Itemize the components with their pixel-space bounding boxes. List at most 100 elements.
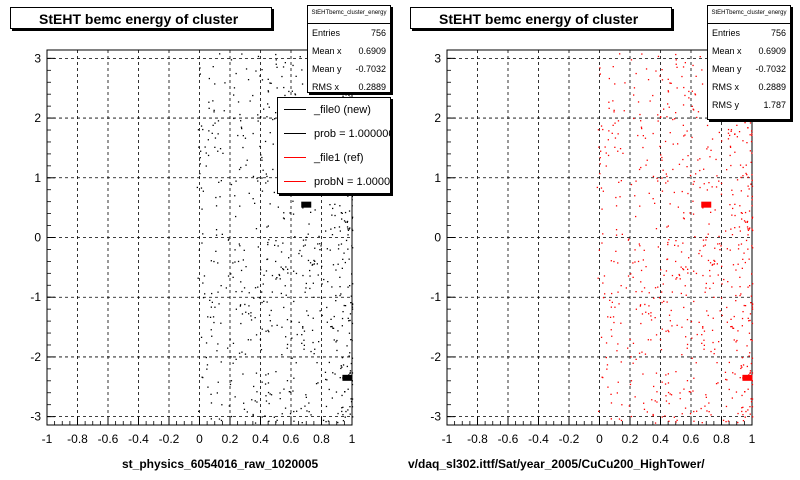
data-point bbox=[751, 179, 753, 181]
data-point bbox=[293, 377, 295, 379]
data-point bbox=[254, 422, 257, 424]
data-point bbox=[293, 270, 295, 272]
data-point bbox=[345, 239, 348, 242]
data-point bbox=[321, 314, 323, 317]
data-point bbox=[275, 371, 277, 373]
data-point bbox=[242, 259, 244, 261]
data-point bbox=[216, 392, 218, 394]
data-point bbox=[332, 372, 334, 374]
data-point bbox=[751, 174, 753, 176]
data-point bbox=[217, 343, 219, 345]
data-point bbox=[725, 230, 727, 232]
data-point bbox=[235, 308, 237, 310]
data-point bbox=[667, 241, 669, 244]
data-point bbox=[264, 415, 266, 417]
data-point bbox=[252, 94, 254, 97]
data-point bbox=[666, 116, 668, 118]
data-point bbox=[318, 341, 320, 343]
data-point bbox=[311, 329, 314, 331]
data-point bbox=[620, 419, 623, 422]
data-point bbox=[605, 356, 607, 359]
data-point bbox=[619, 53, 621, 55]
data-point bbox=[601, 242, 603, 244]
data-point bbox=[232, 276, 234, 278]
data-point bbox=[345, 410, 347, 413]
data-point bbox=[291, 357, 293, 359]
data-point bbox=[208, 107, 210, 109]
data-point bbox=[634, 261, 636, 263]
data-point bbox=[747, 409, 749, 411]
data-point bbox=[348, 94, 350, 96]
data-point bbox=[342, 420, 345, 422]
data-point bbox=[264, 383, 267, 385]
data-point bbox=[633, 117, 635, 120]
data-point bbox=[314, 348, 316, 350]
data-point bbox=[310, 211, 312, 213]
data-point bbox=[684, 134, 686, 136]
data-point bbox=[681, 75, 683, 78]
data-point bbox=[743, 304, 745, 307]
data-point bbox=[600, 150, 602, 152]
data-point bbox=[351, 372, 354, 374]
data-point bbox=[245, 68, 248, 70]
data-point bbox=[752, 283, 754, 285]
data-point bbox=[707, 146, 709, 148]
data-point bbox=[249, 100, 251, 102]
data-point bbox=[741, 267, 743, 269]
data-point bbox=[664, 140, 667, 143]
data-point bbox=[713, 296, 715, 298]
data-point bbox=[686, 380, 689, 382]
data-point bbox=[692, 108, 694, 110]
data-point bbox=[627, 275, 630, 277]
data-point bbox=[720, 193, 723, 195]
data-point bbox=[628, 405, 630, 407]
data-point bbox=[741, 325, 743, 327]
data-point bbox=[330, 228, 332, 230]
data-point bbox=[689, 212, 691, 214]
data-point bbox=[350, 398, 352, 400]
data-point bbox=[684, 285, 686, 287]
data-point bbox=[732, 194, 734, 196]
data-point bbox=[323, 278, 325, 281]
data-point bbox=[697, 111, 700, 113]
data-point bbox=[235, 72, 237, 75]
data-point bbox=[309, 269, 311, 272]
data-point bbox=[718, 180, 720, 182]
data-point bbox=[248, 313, 250, 315]
data-point bbox=[259, 145, 261, 148]
data-point bbox=[240, 120, 242, 122]
data-point bbox=[717, 382, 719, 384]
data-point bbox=[661, 291, 663, 293]
data-point bbox=[737, 330, 739, 332]
data-point bbox=[275, 59, 277, 61]
data-point bbox=[657, 114, 659, 116]
data-point bbox=[302, 327, 304, 329]
stats-value: 0.2889 bbox=[758, 82, 786, 92]
data-point bbox=[246, 159, 248, 161]
data-point bbox=[284, 285, 286, 287]
y-tick-label: -2 bbox=[30, 350, 41, 364]
data-point bbox=[288, 257, 290, 259]
data-point bbox=[642, 146, 644, 149]
data-point bbox=[736, 124, 738, 126]
data-point bbox=[709, 262, 712, 264]
data-point bbox=[667, 103, 669, 105]
data-point bbox=[635, 308, 637, 310]
data-point bbox=[217, 291, 219, 293]
data-point bbox=[208, 101, 210, 103]
data-point bbox=[254, 202, 256, 204]
data-point bbox=[341, 357, 344, 359]
data-point bbox=[270, 394, 273, 396]
data-point bbox=[328, 361, 330, 364]
data-point bbox=[267, 373, 269, 375]
data-point bbox=[325, 378, 327, 381]
data-point bbox=[615, 234, 618, 236]
data-point bbox=[251, 399, 253, 401]
data-point bbox=[292, 64, 294, 67]
data-point bbox=[215, 196, 217, 199]
data-point bbox=[744, 221, 747, 223]
data-point bbox=[303, 330, 306, 332]
data-point bbox=[678, 274, 681, 277]
data-point bbox=[722, 419, 725, 421]
